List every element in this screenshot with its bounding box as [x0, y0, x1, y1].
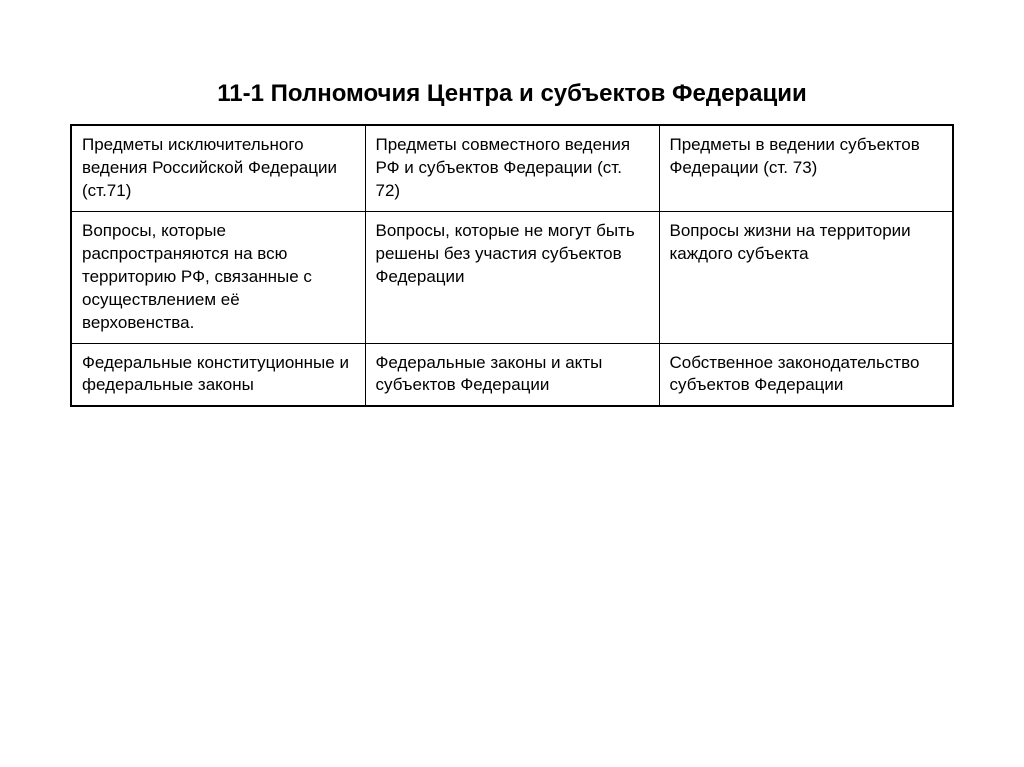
- table-cell: Вопросы, которые не могут быть решены бе…: [365, 211, 659, 343]
- table-row: Предметы исключительного ведения Российс…: [71, 125, 953, 211]
- powers-table: Предметы исключительного ведения Российс…: [70, 124, 954, 407]
- table-cell: Федеральные конституционные и федеральны…: [71, 343, 365, 406]
- table-cell: Вопросы жизни на территории каждого субъ…: [659, 211, 953, 343]
- table-cell: Предметы в ведении субъектов Федерации (…: [659, 125, 953, 211]
- table-cell: Федеральные законы и акты субъектов Феде…: [365, 343, 659, 406]
- table-row: Вопросы, которые распространяются на всю…: [71, 211, 953, 343]
- table-cell: Собственное законодательство субъектов Ф…: [659, 343, 953, 406]
- table-cell: Предметы совместного ведения РФ и субъек…: [365, 125, 659, 211]
- table-row: Федеральные конституционные и федеральны…: [71, 343, 953, 406]
- table-cell: Предметы исключительного ведения Российс…: [71, 125, 365, 211]
- table-cell: Вопросы, которые распространяются на всю…: [71, 211, 365, 343]
- page-title: 11-1 Полномочия Центра и субъектов Федер…: [70, 80, 954, 108]
